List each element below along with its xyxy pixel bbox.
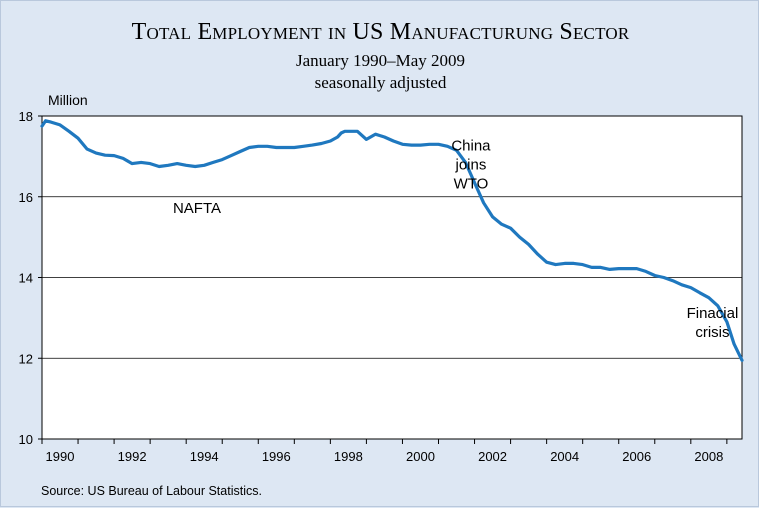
x-axis-ticks: 1990 1992 1994 1996 1998 2000 2002 2004 2006 2008 xyxy=(41,439,728,464)
x-tick-label: 2006 xyxy=(622,449,651,464)
x-tick-label: 1994 xyxy=(190,449,219,464)
x-tick-label: 1992 xyxy=(118,449,147,464)
x-tick-label: 1998 xyxy=(334,449,363,464)
series-line-employment xyxy=(40,119,744,362)
annotation-text: joins xyxy=(455,156,487,173)
x-tick-label: 1996 xyxy=(262,449,291,464)
y-tick-label: 18 xyxy=(19,109,33,124)
x-tick-label: 2008 xyxy=(694,449,723,464)
annotation-text: crisis xyxy=(695,324,729,341)
y-tick-label: 10 xyxy=(19,432,33,447)
chart-subtitle-date-range: January 1990–May 2009 xyxy=(295,51,466,70)
annotation-text: China xyxy=(451,137,491,154)
y-tick-label: 16 xyxy=(19,190,33,205)
x-tick-label: 1990 xyxy=(46,449,75,464)
y-axis-ticks: 10 12 14 16 18 xyxy=(19,109,42,447)
x-tick-label: 2004 xyxy=(550,449,579,464)
annotations: NAFTA China joins WTO Finacial crisis xyxy=(173,137,738,341)
annotation-text: NAFTA xyxy=(173,200,221,217)
gridlines xyxy=(42,196,742,359)
annotation-text: Finacial xyxy=(687,305,739,322)
annotation-text: WTO xyxy=(454,175,489,192)
y-axis-unit-label: Million xyxy=(48,92,88,108)
x-tick-label: 2002 xyxy=(478,449,507,464)
chart-subtitle-adjustment: seasonally adjusted xyxy=(314,73,447,92)
source-note: Source: US Bureau of Labour Statistics. xyxy=(41,484,262,498)
y-tick-label: 14 xyxy=(19,271,33,286)
x-tick-label: 2000 xyxy=(406,449,435,464)
y-tick-label: 12 xyxy=(19,351,33,366)
chart-title: Total Employment in US Manufacturung Sec… xyxy=(131,19,630,45)
